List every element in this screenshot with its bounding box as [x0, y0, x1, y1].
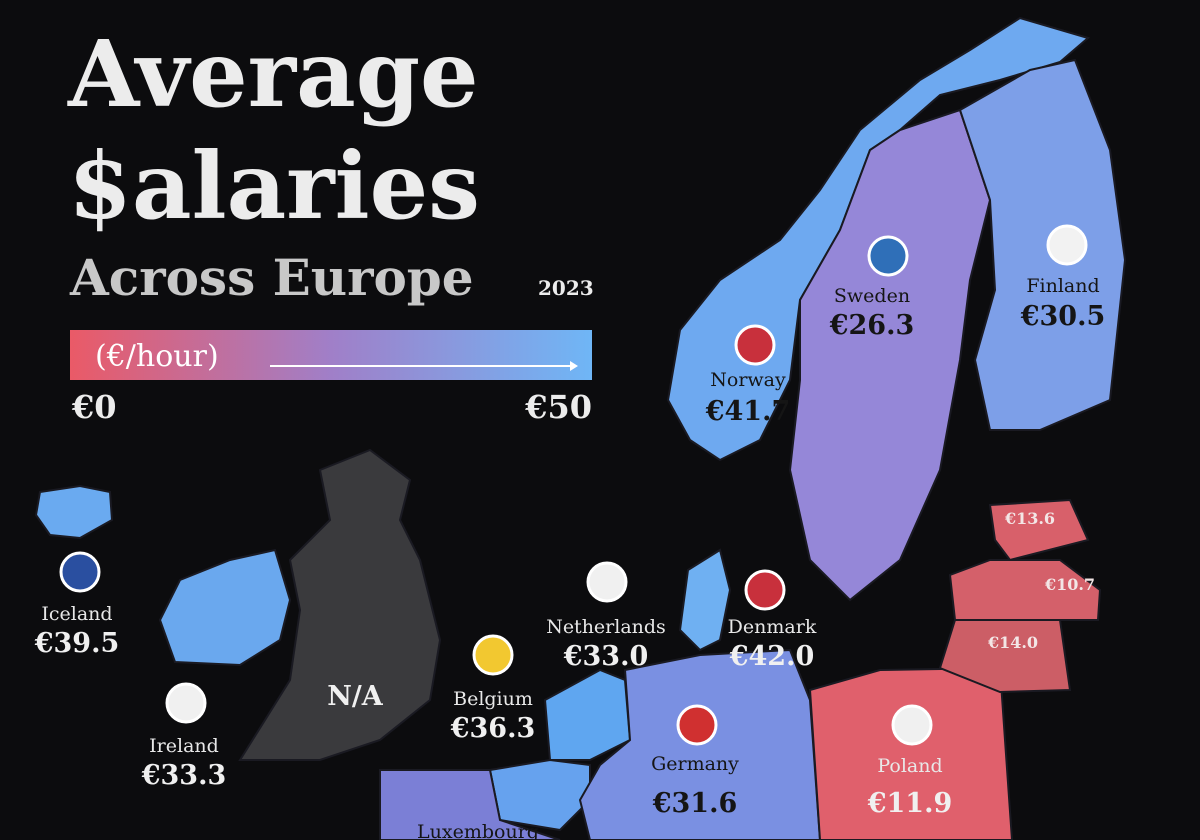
- region-name: Netherlands: [546, 616, 666, 638]
- region-value: €31.6: [652, 788, 738, 819]
- legend-max: €50: [524, 388, 592, 426]
- legend-min: €0: [71, 388, 117, 426]
- region-name: Norway: [710, 369, 786, 391]
- flag-denmark: [744, 569, 786, 611]
- region-name: Poland: [877, 755, 942, 777]
- flag-belgium: [472, 634, 514, 676]
- region-value: €10.7: [1044, 575, 1095, 594]
- title-line1: Average: [67, 20, 479, 128]
- region-name: Germany: [651, 753, 739, 775]
- uk: [238, 448, 442, 761]
- flag-sweden: [867, 235, 909, 277]
- region-value: €33.0: [563, 641, 649, 672]
- region-value: €30.5: [1020, 301, 1106, 332]
- denmark: [678, 548, 732, 652]
- title-line2: $alaries: [68, 132, 480, 240]
- legend-arrowhead: [570, 361, 578, 371]
- ireland: [158, 548, 292, 667]
- region-name: Belgium: [453, 688, 533, 710]
- region-value: €14.0: [987, 633, 1038, 652]
- region-name: Iceland: [41, 603, 112, 625]
- flag-netherlands: [586, 561, 628, 603]
- region-name: Denmark: [728, 616, 817, 638]
- finland: [958, 58, 1127, 431]
- subtitle: Across Europe: [69, 248, 474, 307]
- estonia: [988, 498, 1090, 562]
- legend-unit: (€/hour): [95, 339, 219, 374]
- flags: [59, 224, 1088, 746]
- flag-finland: [1046, 224, 1088, 266]
- region-value: €42.0: [729, 641, 815, 672]
- region-value: €13.6: [1004, 509, 1055, 528]
- flag-poland: [891, 704, 933, 746]
- sweden: [788, 108, 992, 602]
- iceland: [34, 484, 114, 540]
- region-name: Finland: [1026, 275, 1099, 297]
- flag-iceland: [59, 551, 101, 593]
- region-value: €41.7: [705, 396, 791, 427]
- flag-norway: [734, 324, 776, 366]
- flag-germany: [676, 704, 718, 746]
- region-value: €39.5: [34, 628, 120, 659]
- region-name: Luxembourg: [417, 821, 539, 840]
- region-name: Ireland: [149, 735, 219, 757]
- region-value: €33.3: [141, 760, 227, 791]
- region-value: €36.3: [450, 713, 536, 744]
- region-name: Sweden: [834, 285, 910, 307]
- france: [379, 769, 561, 840]
- poland: [808, 666, 1014, 840]
- lithuania: [938, 619, 1072, 694]
- region-value: €11.9: [867, 788, 953, 819]
- region-value: €26.3: [829, 310, 915, 341]
- flag-ireland: [165, 682, 207, 724]
- region-value: N/A: [327, 681, 384, 712]
- year: 2023: [538, 276, 594, 300]
- legend-gradient: [70, 330, 592, 380]
